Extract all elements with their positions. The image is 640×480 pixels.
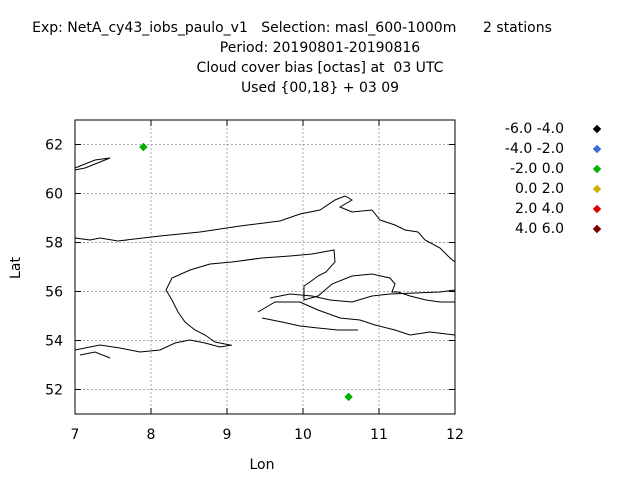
x-tick-label: 8 [147,427,156,443]
plot-frame [74,119,456,415]
x-tick-label: 12 [446,427,464,443]
y-tick-label: 60 [45,187,63,203]
grid-lines [75,120,455,414]
y-tick-label: 56 [45,285,63,301]
title-line-2: Period: 20190801-20190816 [219,40,421,56]
data-point [139,142,148,152]
data-points [139,142,353,402]
legend-entry: -2.0 0.0 [470,161,640,181]
legend-label: -2.0 0.0 [509,161,564,177]
legend-entry: 0.0 2.0 [470,181,640,201]
title-line-1: Exp: NetA_cy43_iobs_paulo_v1 Selection: … [32,20,552,36]
legend-entry: -4.0 -2.0 [470,141,640,161]
x-axis-label: Lon [250,457,275,473]
title-line-3: Cloud cover bias [octas] at 03 UTC [196,60,444,76]
axes-frame: 7 8 9 10 11 12 52 54 56 58 60 62 [45,119,464,443]
legend-label: -6.0 -4.0 [504,121,564,137]
legend-entry: 2.0 4.0 [470,201,640,221]
legend-label: 0.0 2.0 [515,181,564,197]
legend-marker [592,164,602,174]
x-tick-label: 9 [223,427,232,443]
legend-entry: -6.0 -4.0 [470,121,640,141]
legend-marker [592,124,602,134]
legend-marker [592,204,602,214]
y-tick-label: 54 [45,334,63,350]
legend-label: 2.0 4.0 [515,201,564,217]
legend-marker [592,184,602,194]
x-tick-label: 11 [370,427,388,443]
legend-label: 4.0 6.0 [515,221,564,237]
legend-label: -4.0 -2.0 [504,141,564,157]
y-tick-label: 58 [45,236,63,252]
legend-marker [592,144,602,154]
data-point [344,392,353,402]
legend-marker [592,224,602,234]
x-tick-label: 10 [294,427,312,443]
y-axis-label: Lat [8,257,24,279]
title-line-4: Used {00,18} + 03 09 [240,80,400,96]
x-tick-label: 7 [71,427,80,443]
legend-entry: 4.0 6.0 [470,221,640,241]
y-tick-label: 52 [45,383,63,399]
y-tick-label: 62 [45,138,63,154]
coastline [74,157,456,359]
